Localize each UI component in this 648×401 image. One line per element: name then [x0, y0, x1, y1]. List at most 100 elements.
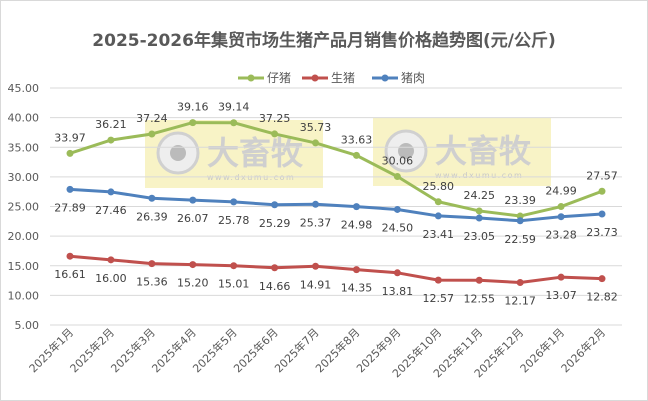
data-label: 33.63: [341, 133, 373, 146]
data-label: 37.24: [136, 112, 168, 125]
data-point: [475, 207, 483, 215]
data-label: 24.50: [382, 221, 414, 234]
data-point: [230, 262, 238, 270]
y-tick-label: 10.00: [8, 289, 40, 302]
watermark-logo-text: 大畜牧: [435, 132, 532, 170]
watermark-url-text: www.dxumu.com: [207, 173, 295, 182]
data-point: [148, 260, 156, 268]
legend-item: 仔猪: [238, 71, 291, 85]
data-point: [393, 173, 401, 181]
data-label: 24.25: [463, 189, 495, 202]
legend-marker-icon: [247, 74, 255, 82]
data-point: [393, 205, 401, 213]
data-label: 39.14: [218, 101, 250, 114]
data-label: 15.36: [136, 276, 168, 289]
data-point: [352, 266, 360, 274]
data-point: [516, 279, 524, 287]
data-point: [271, 130, 279, 138]
y-tick-label: 5.00: [15, 319, 40, 332]
series-line-猪肉: [69, 187, 603, 223]
data-label: 12.55: [463, 292, 495, 305]
data-label: 14.66: [259, 280, 291, 293]
data-point: [434, 212, 442, 220]
data-label: 35.73: [300, 121, 332, 134]
data-label: 12.82: [586, 291, 618, 304]
data-point: [271, 201, 279, 209]
data-point: [189, 261, 197, 269]
data-point: [230, 119, 238, 127]
data-point: [312, 262, 320, 270]
data-point: [189, 196, 197, 204]
data-point: [148, 194, 156, 202]
legend-item: 猪肉: [372, 71, 425, 85]
watermark-url-text: www.dxumu.com: [435, 171, 523, 180]
data-label: 12.17: [504, 295, 536, 308]
y-tick-label: 30.00: [8, 171, 40, 184]
data-label: 15.20: [177, 277, 209, 290]
data-point: [107, 188, 115, 196]
data-label: 27.46: [95, 204, 127, 217]
data-point: [434, 198, 442, 206]
data-label: 13.07: [545, 289, 577, 302]
data-label: 12.57: [423, 292, 455, 305]
series-line-生猪: [69, 254, 603, 285]
data-point: [557, 213, 565, 221]
data-point: [189, 119, 197, 127]
data-label: 23.28: [545, 229, 577, 242]
data-label: 16.00: [95, 272, 127, 285]
chart-title: 2025-2026年集贸市场生猪产品月销售价格趋势图(元/公斤): [92, 31, 556, 51]
data-point: [475, 214, 483, 222]
y-tick-label: 45.00: [8, 82, 40, 95]
data-label: 30.06: [382, 155, 414, 168]
data-label: 26.07: [177, 212, 209, 225]
data-point: [66, 149, 74, 157]
data-point: [230, 198, 238, 206]
data-point: [107, 136, 115, 144]
data-label: 14.91: [300, 278, 332, 291]
data-point: [598, 275, 606, 283]
data-label: 23.05: [463, 230, 495, 243]
data-label: 24.99: [545, 185, 577, 198]
data-point: [516, 217, 524, 225]
data-point: [598, 210, 606, 218]
data-label: 23.73: [586, 226, 618, 239]
data-label: 24.98: [341, 219, 373, 232]
legend-label: 猪肉: [401, 71, 425, 85]
data-point: [352, 151, 360, 159]
data-point: [352, 203, 360, 211]
data-label: 39.16: [177, 101, 209, 114]
data-label: 14.35: [341, 282, 373, 295]
y-tick-label: 40.00: [8, 112, 40, 125]
data-label: 33.97: [54, 131, 86, 144]
watermark-logo-eye-icon: [170, 145, 186, 161]
data-label: 36.21: [95, 118, 127, 131]
data-point: [557, 203, 565, 211]
data-point: [271, 264, 279, 272]
data-label: 15.01: [218, 278, 250, 291]
y-tick-label: 20.00: [8, 230, 40, 243]
x-tick-label: 2026年2月: [558, 325, 608, 375]
data-label: 27.89: [54, 201, 86, 214]
data-label: 23.41: [423, 228, 455, 241]
y-tick-label: 35.00: [8, 141, 40, 154]
data-point: [598, 187, 606, 195]
data-point: [107, 256, 115, 264]
data-point: [557, 273, 565, 281]
data-point: [393, 269, 401, 277]
data-label: 23.39: [504, 194, 536, 207]
legend-label: 生猪: [331, 71, 355, 85]
data-point: [475, 276, 483, 284]
data-label: 16.61: [54, 268, 86, 281]
data-point: [66, 185, 74, 193]
series-line-仔猪: [69, 121, 603, 218]
legend-marker-icon: [381, 74, 389, 82]
data-point: [148, 130, 156, 138]
y-tick-label: 25.00: [8, 201, 40, 214]
data-point: [312, 139, 320, 147]
data-label: 26.39: [136, 210, 168, 223]
data-label: 25.78: [218, 214, 250, 227]
legend-marker-icon: [311, 74, 319, 82]
